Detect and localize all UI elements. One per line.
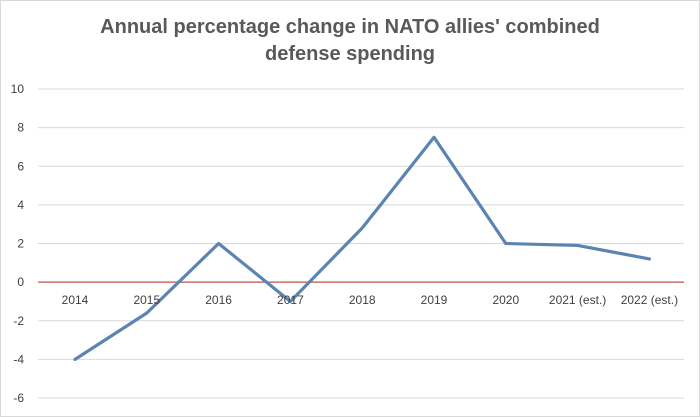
x-tick-label: 2016 bbox=[205, 293, 232, 307]
x-tick-label: 2020 bbox=[492, 293, 519, 307]
y-tick-label: 10 bbox=[11, 82, 25, 96]
x-tick-label: 2021 (est.) bbox=[549, 293, 606, 307]
x-axis: 2014 2015 2016 2017 2018 2019 2020 2021 (est.) 2… bbox=[62, 293, 678, 307]
x-tick-label: 2022 (est.) bbox=[621, 293, 678, 307]
y-tick-label: 6 bbox=[17, 159, 24, 173]
y-tick-label: 4 bbox=[17, 198, 24, 212]
x-tick-label: 2019 bbox=[421, 293, 448, 307]
gridlines bbox=[38, 88, 684, 399]
chart-title-line-2: defense spending bbox=[264, 43, 436, 65]
y-tick-label: 0 bbox=[17, 275, 24, 289]
x-tick-label: 2017 bbox=[277, 293, 304, 307]
y-tick-label: -6 bbox=[13, 391, 24, 405]
y-tick-label: -4 bbox=[13, 352, 24, 366]
series-line bbox=[73, 135, 652, 361]
y-tick-label: 2 bbox=[17, 237, 24, 251]
y-tick-label: 8 bbox=[17, 121, 24, 135]
y-axis: 10 8 6 4 2 0 -2 -4 -6 bbox=[11, 82, 25, 405]
x-tick-label: 2014 bbox=[62, 293, 89, 307]
y-tick-label: -2 bbox=[13, 314, 24, 328]
x-tick-label: 2015 bbox=[133, 293, 160, 307]
series-group bbox=[73, 135, 652, 361]
x-tick-label: 2018 bbox=[349, 293, 376, 307]
chart-title-line-1: Annual percentage change in NATO allies'… bbox=[100, 16, 600, 38]
chart-title: Annual percentage change in NATO allies'… bbox=[0, 14, 700, 68]
